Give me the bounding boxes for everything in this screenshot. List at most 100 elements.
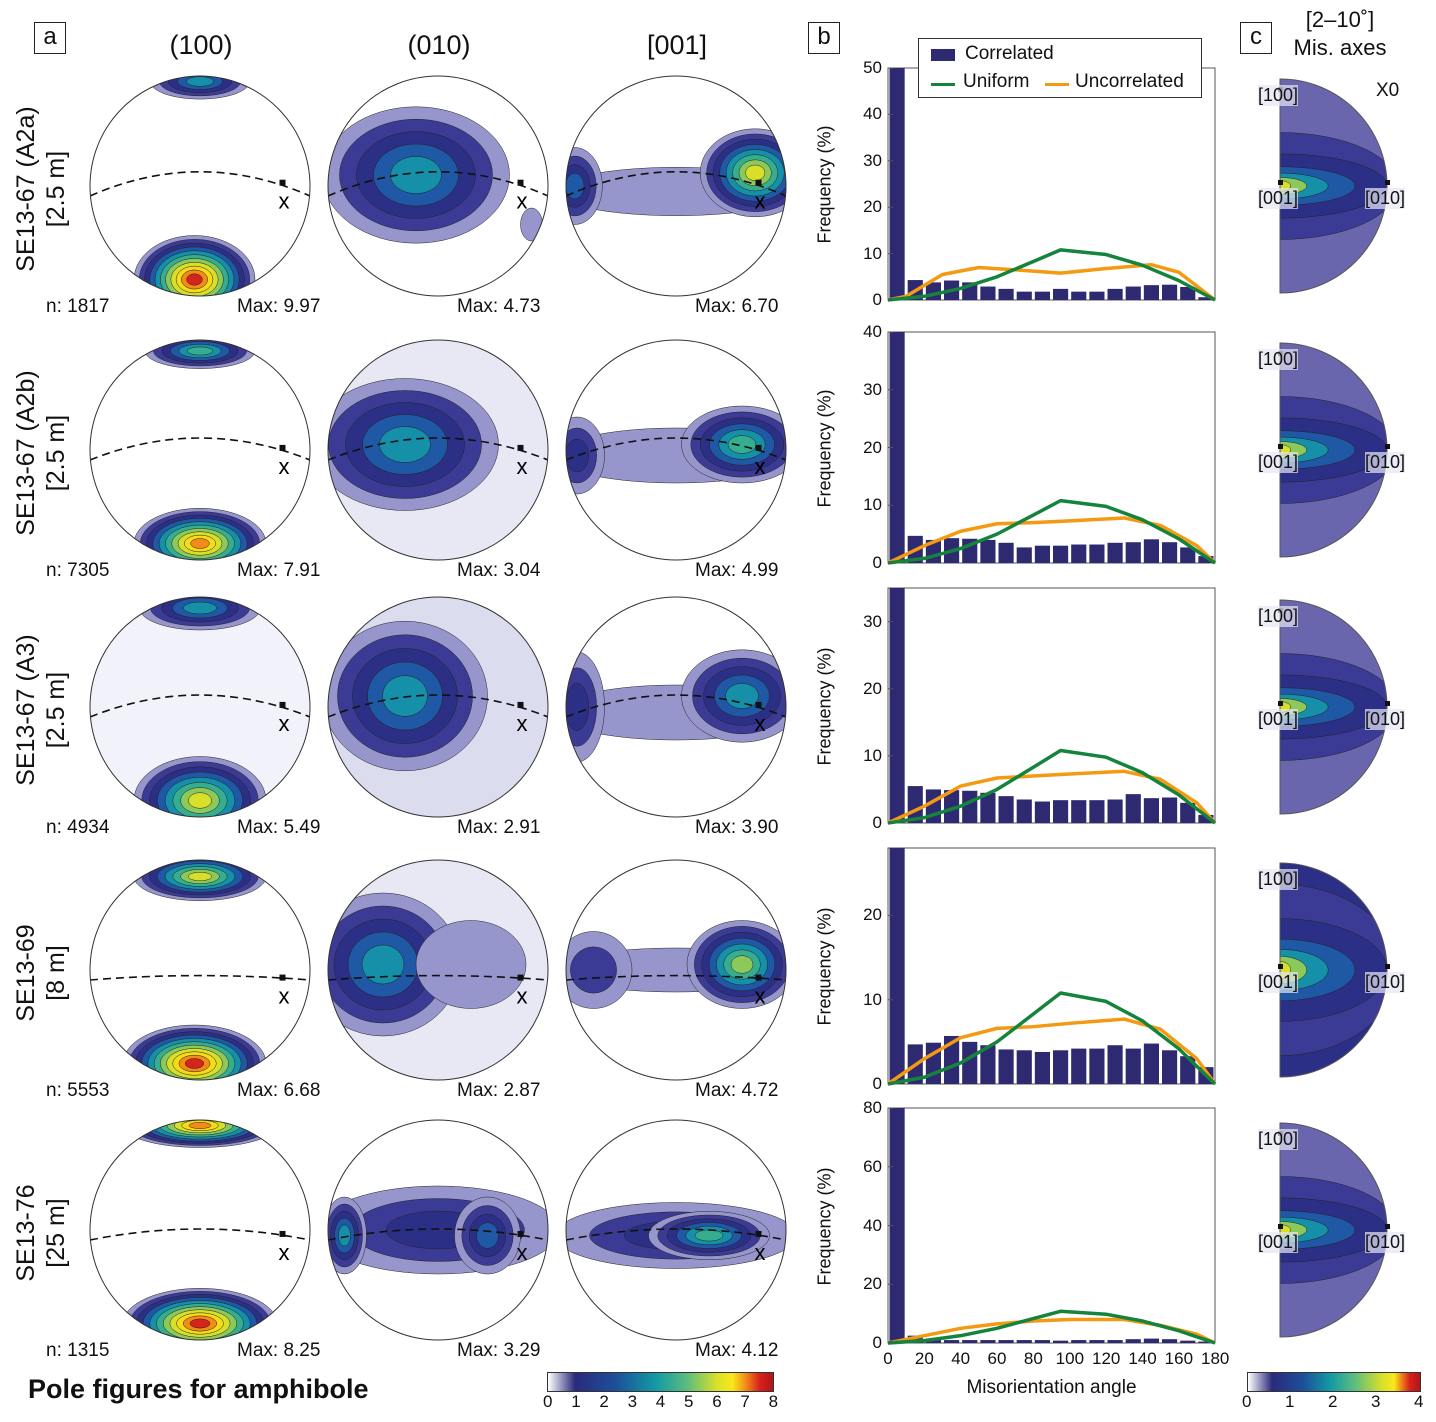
lineation-label: x xyxy=(517,189,528,214)
y-tick-label: 20 xyxy=(863,678,882,698)
density-contour xyxy=(745,164,766,181)
y-axis-label: Frequency (%) xyxy=(814,907,835,1026)
y-tick-label: 20 xyxy=(863,197,882,217)
x0-label: X0 xyxy=(1376,80,1400,101)
legend-uniform-label: Uniform xyxy=(963,71,1030,92)
histogram-bar xyxy=(1143,1338,1159,1343)
crystal-axis-label: [010] xyxy=(1365,452,1406,473)
lineation-label: x xyxy=(755,454,766,479)
histogram-bar xyxy=(1053,288,1069,300)
histogram-bar xyxy=(1162,284,1178,300)
lineation-label: x xyxy=(517,711,528,736)
max-density: Max: 4.73 xyxy=(457,296,541,317)
density-contour xyxy=(1280,417,1387,483)
panel-a-label: a xyxy=(34,22,66,54)
grain-count: n: 4934 xyxy=(46,817,110,838)
colorbar-c xyxy=(1247,1372,1421,1392)
density-contour xyxy=(188,1122,212,1129)
x-tick-label: 60 xyxy=(987,1349,1007,1368)
histogram-bar xyxy=(1198,297,1214,300)
histogram-bar xyxy=(1071,1340,1087,1343)
pole-figure: x xyxy=(89,339,311,561)
density-contour xyxy=(570,946,617,994)
histogram-bar xyxy=(889,332,905,563)
max-density: Max: 7.91 xyxy=(237,560,321,581)
max-density: Max: 6.70 xyxy=(695,296,779,317)
pole-figure-background xyxy=(90,1120,310,1340)
histogram-bar xyxy=(1071,1048,1087,1084)
y-tick-label: 20 xyxy=(863,905,882,925)
row-label: SE13-67 (A2a) [2.5 m] xyxy=(11,69,77,309)
max-density: Max: 4.99 xyxy=(695,560,779,581)
lineation-marker xyxy=(517,179,524,186)
lineation-marker xyxy=(279,179,286,186)
lineation-label: x xyxy=(279,1240,290,1265)
crystal-axis-marker xyxy=(1385,701,1390,706)
pole-figure: x xyxy=(565,1119,787,1341)
histogram-bar xyxy=(1053,1340,1069,1343)
pole-figure-outline xyxy=(89,1119,311,1341)
crystal-axis-label: [100] xyxy=(1258,349,1299,370)
lineation-marker xyxy=(517,1230,524,1237)
foliation-trace xyxy=(328,1228,548,1241)
y-tick-label: 80 xyxy=(863,1098,882,1117)
histogram-bar xyxy=(980,1045,996,1084)
lineation-label: x xyxy=(755,984,766,1009)
foliation-trace xyxy=(90,974,310,981)
y-tick-label: 30 xyxy=(863,379,882,399)
lineation-marker xyxy=(755,1230,762,1237)
histogram-bar xyxy=(980,1340,996,1343)
colorbar-c-tick: 2 xyxy=(1328,1392,1338,1411)
crystal-axis-marker xyxy=(1278,444,1283,449)
x-tick-label: 180 xyxy=(1201,1349,1230,1368)
density-contour xyxy=(725,683,759,709)
crystal-axis-marker xyxy=(1385,180,1390,185)
density-contour xyxy=(566,438,590,473)
crystal-axis-marker xyxy=(1385,444,1390,449)
density-contour xyxy=(1280,436,1329,464)
crystal-axis-marker xyxy=(1278,701,1283,706)
density-contour xyxy=(730,955,754,974)
density-contour xyxy=(361,944,405,985)
x-tick-label: 160 xyxy=(1164,1349,1194,1368)
lineation-label: x xyxy=(755,189,766,214)
density-contour xyxy=(476,1222,499,1249)
row-label-depth: [25 m] xyxy=(42,1198,70,1268)
max-density: Max: 2.87 xyxy=(457,1080,541,1101)
histogram-bar xyxy=(1016,1050,1032,1084)
density-contour xyxy=(1280,693,1329,721)
histogram-bar xyxy=(1198,1341,1214,1343)
lineation-label: x xyxy=(517,984,528,1009)
density-contour xyxy=(727,435,757,454)
density-contour xyxy=(187,346,213,356)
row-label: SE13-67 (A2b) [2.5 m] xyxy=(11,333,77,573)
y-tick-label: 40 xyxy=(863,322,882,341)
max-density: Max: 3.90 xyxy=(695,817,779,838)
pole-figure: x xyxy=(565,596,787,818)
plot-frame xyxy=(887,847,1216,1085)
pole-figure-outline xyxy=(89,339,311,561)
y-tick-label: 0 xyxy=(872,1074,882,1093)
uncorrelated-curve xyxy=(887,516,1217,565)
histogram-bar xyxy=(998,1049,1014,1084)
lineation-marker xyxy=(517,701,524,708)
density-contour xyxy=(189,1318,211,1329)
row-label-depth: [2.5 m] xyxy=(42,671,70,749)
lineation-label: x xyxy=(517,1240,528,1265)
histogram-bar xyxy=(1162,797,1178,823)
lineation-marker xyxy=(279,1230,286,1237)
uniform-curve xyxy=(887,748,1217,825)
panel-c-label: c xyxy=(1240,22,1272,54)
pole-figure: x xyxy=(89,859,311,1081)
histogram-bar xyxy=(998,288,1014,300)
pole-figure-outline xyxy=(327,596,549,818)
pole-figure-outline xyxy=(565,1119,787,1341)
pole-figure-outline xyxy=(565,596,787,818)
x-tick-label: 100 xyxy=(1055,1349,1085,1368)
foliation-trace xyxy=(90,1228,310,1241)
density-contour xyxy=(1280,918,1387,1022)
pole-figure: x xyxy=(327,859,549,1081)
histogram-bar xyxy=(1198,814,1214,823)
pole-figure-outline xyxy=(327,339,549,561)
crystal-axis-marker xyxy=(1278,964,1283,969)
